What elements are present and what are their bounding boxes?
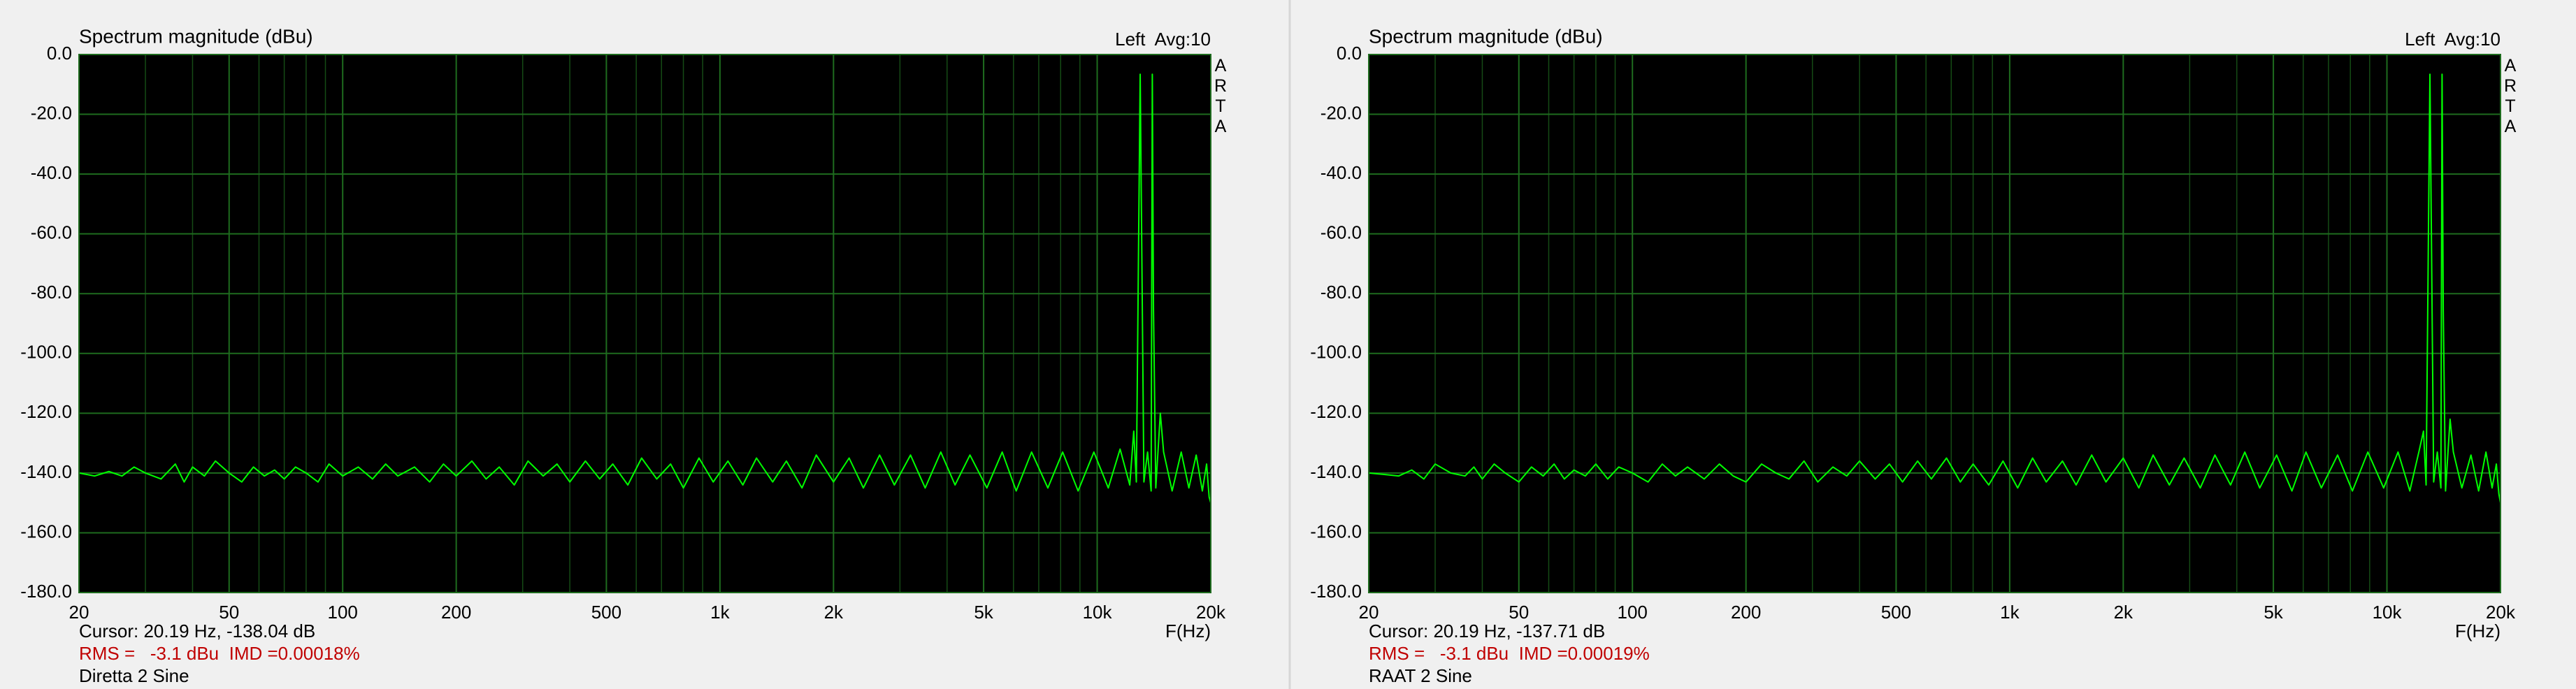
y-tick-label: -40.0 [31, 162, 72, 183]
y-tick-label: -40.0 [1321, 162, 1362, 183]
annotation: RAAT 2 Sine [1369, 665, 1472, 686]
x-axis-label: F(Hz) [1165, 621, 1211, 641]
x-tick-label: 1k [2000, 602, 2020, 623]
annotation: RMS = -3.1 dBu IMD =0.00018% [79, 643, 360, 664]
watermark: ARTA [2501, 56, 2520, 137]
annotation: Cursor: 20.19 Hz, -137.71 dB [1369, 621, 1605, 641]
channel-label: Left Avg:10 [2405, 29, 2501, 50]
y-tick-label: 0.0 [1337, 43, 1362, 64]
y-tick-label: -60.0 [31, 222, 72, 243]
spectrum-line [78, 73, 1211, 503]
plot-area [1369, 55, 2501, 593]
y-tick-label: -180.0 [20, 581, 72, 602]
y-tick-label: -80.0 [31, 282, 72, 303]
chart-title: Spectrum magnitude (dBu) [79, 25, 313, 47]
x-tick-label: 20k [1196, 602, 1226, 623]
annotation: Diretta 2 Sine [79, 665, 189, 686]
x-tick-label: 5k [2264, 602, 2283, 623]
x-tick-label: 500 [591, 602, 621, 623]
x-axis-label: F(Hz) [2455, 621, 2501, 641]
x-tick-label: 500 [1881, 602, 1911, 623]
x-tick-label: 20 [69, 602, 89, 623]
y-tick-label: -140.0 [20, 461, 72, 482]
watermark: ARTA [1211, 56, 1230, 137]
y-tick-label: -100.0 [1310, 342, 1362, 363]
y-tick-label: 0.0 [47, 43, 72, 64]
x-tick-label: 100 [1618, 602, 1648, 623]
y-tick-label: -120.0 [1310, 401, 1362, 422]
x-tick-label: 50 [1509, 602, 1529, 623]
spectrum-line [1368, 73, 2501, 503]
x-tick-label: 10k [2373, 602, 2403, 623]
x-tick-label: 50 [219, 602, 239, 623]
x-tick-label: 1k [710, 602, 730, 623]
y-tick-label: -160.0 [1310, 521, 1362, 542]
plot-area [79, 55, 1211, 593]
y-tick-label: -60.0 [1321, 222, 1362, 243]
x-tick-label: 2k [824, 602, 844, 623]
x-tick-label: 20k [2486, 602, 2516, 623]
x-tick-label: 5k [974, 602, 993, 623]
y-tick-label: -120.0 [20, 401, 72, 422]
x-tick-label: 100 [328, 602, 358, 623]
x-tick-label: 10k [1083, 602, 1113, 623]
plot-border [78, 54, 1211, 593]
plot-border [1368, 54, 2501, 593]
x-tick-label: 200 [1731, 602, 1761, 623]
annotation: Cursor: 20.19 Hz, -138.04 dB [79, 621, 315, 641]
annotation: RMS = -3.1 dBu IMD =0.00019% [1369, 643, 1650, 664]
y-tick-label: -20.0 [1321, 102, 1362, 123]
x-tick-label: 200 [441, 602, 471, 623]
y-tick-label: -80.0 [1321, 282, 1362, 303]
y-tick-label: -180.0 [1310, 581, 1362, 602]
y-tick-label: -140.0 [1310, 461, 1362, 482]
y-tick-label: -160.0 [20, 521, 72, 542]
x-tick-label: 20 [1359, 602, 1379, 623]
y-tick-label: -20.0 [31, 102, 72, 123]
chart-title: Spectrum magnitude (dBu) [1369, 25, 1603, 47]
y-tick-label: -100.0 [20, 342, 72, 363]
channel-label: Left Avg:10 [1115, 29, 1211, 50]
x-tick-label: 2k [2114, 602, 2134, 623]
